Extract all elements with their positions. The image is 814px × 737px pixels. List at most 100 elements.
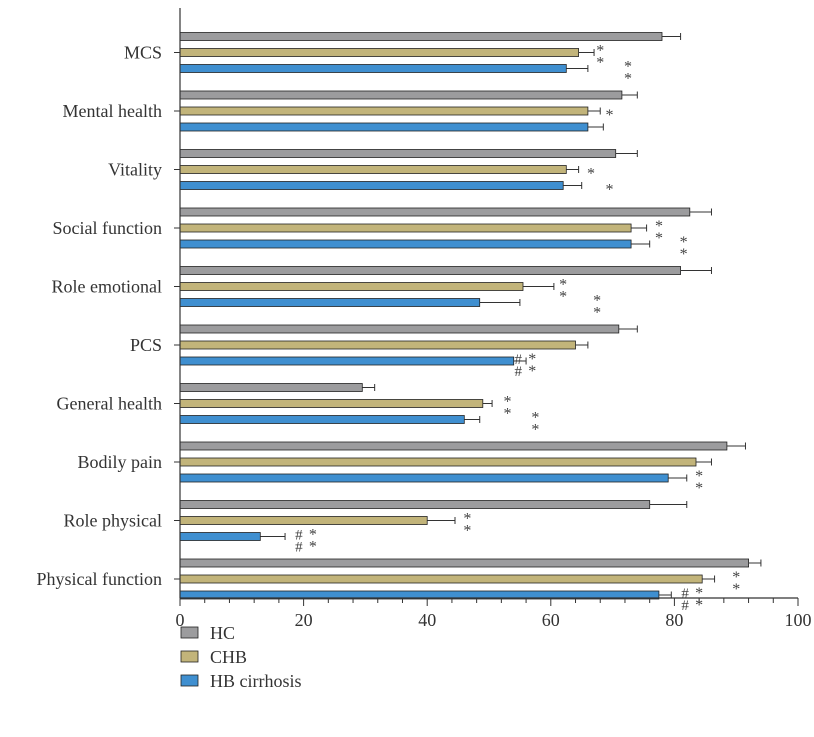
asterisk-mark: * <box>531 422 539 439</box>
asterisk-mark: * <box>463 523 471 540</box>
y-tick-label: MCS <box>124 43 162 63</box>
bar <box>179 106 589 116</box>
asterisk-mark: * <box>559 289 567 306</box>
y-tick-label: Physical function <box>37 569 162 589</box>
asterisk-mark: * <box>593 305 601 322</box>
bar <box>179 266 682 275</box>
bar <box>179 48 580 57</box>
bar <box>179 500 651 509</box>
y-tick-label: Bodily pain <box>78 452 163 472</box>
asterisk-mark: * <box>504 406 512 423</box>
significance-annotation: # * # * <box>681 585 703 614</box>
bar <box>179 441 728 451</box>
bar <box>179 90 623 100</box>
significance-annotation: * <box>606 107 614 124</box>
legend-swatch <box>180 674 199 687</box>
y-tick-label: Mental health <box>63 101 162 121</box>
significance-annotation: ** <box>655 218 663 247</box>
asterisk-mark: * <box>732 569 740 586</box>
asterisk-mark: * <box>309 539 317 556</box>
legend-label: HB cirrhosis <box>210 671 302 691</box>
y-tick-label: Social function <box>53 218 162 238</box>
bar <box>179 516 428 525</box>
legend: HC CHB HB cirrhosis <box>180 623 302 691</box>
significance-annotation: ** <box>695 468 703 497</box>
significance-annotation: # * # * <box>515 351 537 380</box>
asterisk-mark: * <box>528 363 536 380</box>
y-tick-label: Role emotional <box>52 277 162 297</box>
significance-annotation: * <box>606 182 614 199</box>
asterisk-mark: * <box>624 59 632 76</box>
bar <box>179 32 663 41</box>
hash-mark: # <box>515 364 523 380</box>
bar <box>179 122 589 132</box>
y-tick-label: Role physical <box>64 511 162 531</box>
bar <box>179 223 632 233</box>
asterisk-mark: * <box>504 394 512 411</box>
significance-annotation: * <box>587 166 595 183</box>
x-tick-label: 80 <box>665 610 683 630</box>
asterisk-mark: * <box>606 182 614 199</box>
bars-layer <box>179 32 762 600</box>
asterisk-mark: * <box>732 581 740 598</box>
significance-annotation: ** <box>559 277 567 306</box>
bar <box>179 558 749 568</box>
significance-annotation: ** <box>596 43 604 72</box>
bar <box>179 356 515 366</box>
legend-label: CHB <box>210 647 247 667</box>
asterisk-mark: * <box>463 511 471 528</box>
asterisk-mark: * <box>680 234 688 251</box>
x-tick-label: 100 <box>785 610 812 630</box>
bar <box>179 181 564 190</box>
significance-annotation: ** <box>504 394 512 423</box>
axes-layer: MCS Mental health Vitality Social function R… <box>37 8 812 630</box>
bar <box>179 239 632 249</box>
bar <box>179 298 481 307</box>
hash-mark: # <box>681 598 689 614</box>
asterisk-mark: * <box>695 468 703 485</box>
asterisk-mark: * <box>587 166 595 183</box>
asterisk-mark: * <box>695 585 703 602</box>
legend-swatch <box>180 650 199 663</box>
hash-mark: # <box>681 586 689 602</box>
bar <box>179 149 617 158</box>
hash-mark: # <box>295 540 303 556</box>
bar <box>179 383 363 392</box>
asterisk-mark: * <box>655 218 663 235</box>
bar <box>179 399 484 408</box>
asterisk-mark: * <box>596 43 604 60</box>
asterisk-mark: * <box>559 277 567 294</box>
bar <box>179 457 697 467</box>
y-tick-label: PCS <box>130 335 162 355</box>
significance-annotation: ** <box>624 59 632 88</box>
asterisk-mark: * <box>309 527 317 544</box>
bar <box>179 415 465 424</box>
bar <box>179 532 261 541</box>
bar <box>179 64 567 73</box>
bar <box>179 473 669 483</box>
significance-annotation: # * # * <box>295 527 317 556</box>
legend-label: HC <box>210 623 235 643</box>
asterisk-mark: * <box>596 55 604 72</box>
x-tick-label: 20 <box>295 610 313 630</box>
significance-annotation: ** <box>463 511 471 540</box>
significance-annotation: ** <box>680 234 688 263</box>
asterisk-mark: * <box>531 410 539 427</box>
bar <box>179 340 576 350</box>
asterisk-mark: * <box>680 246 688 263</box>
asterisk-mark: * <box>655 230 663 247</box>
asterisk-mark: * <box>528 351 536 368</box>
significance-annotation: ** <box>732 569 740 598</box>
asterisk-mark: * <box>695 480 703 497</box>
bar <box>179 574 703 584</box>
y-tick-label: General health <box>57 394 162 414</box>
legend-swatch <box>180 626 199 639</box>
annotations-layer: ** ******* **** **# *# *** ******# *# ***# *# * <box>295 43 740 615</box>
y-tick-label: Vitality <box>108 160 162 180</box>
bar <box>179 324 620 334</box>
x-tick-label: 40 <box>418 610 436 630</box>
bar <box>179 207 691 217</box>
bar <box>179 165 567 174</box>
asterisk-mark: * <box>624 71 632 88</box>
